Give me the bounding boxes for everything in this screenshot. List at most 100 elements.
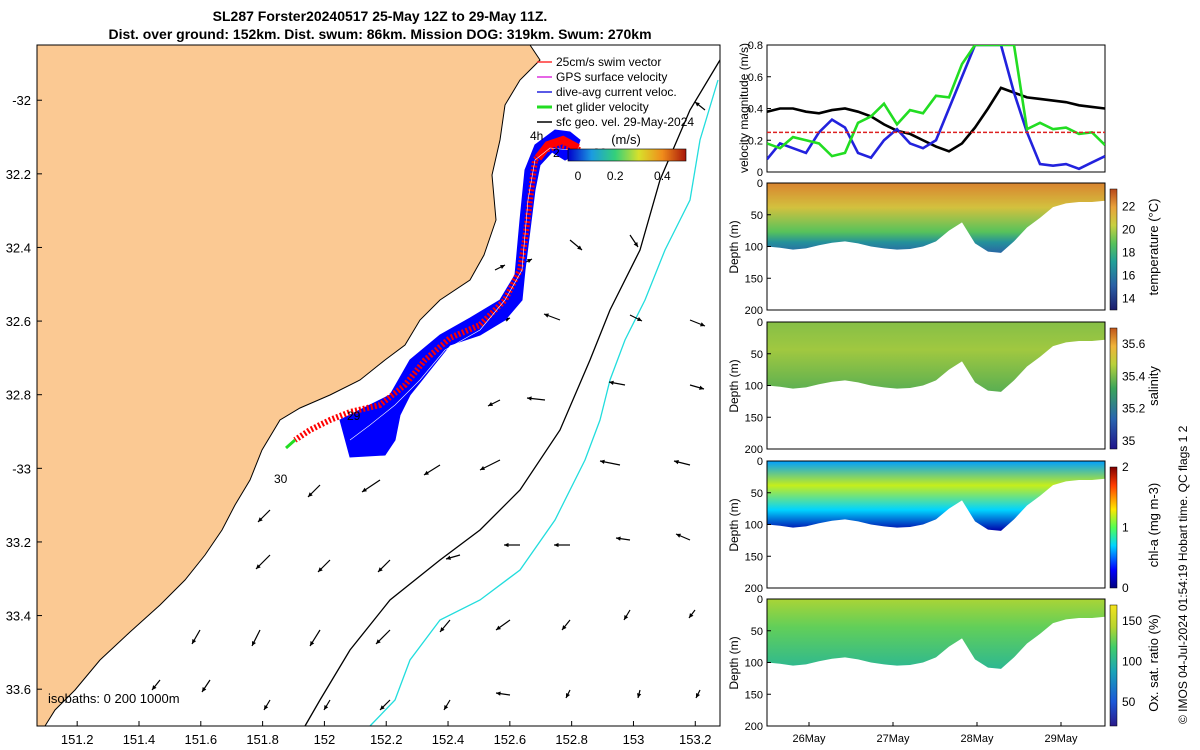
depth-axis-label: Depth (m) (727, 636, 741, 689)
sfc-velocity-arrowhead (700, 322, 705, 327)
sfc-velocity-arrowhead (566, 693, 570, 698)
isobath-1000m (369, 79, 719, 727)
time-tick-label: 28May (960, 733, 994, 745)
sfc-velocity-arrowhead (676, 533, 681, 538)
map-y-tick-label: 32.6 (6, 314, 31, 329)
sfc-velocity-arrowhead (577, 245, 582, 250)
map-y-tick-label: 32.2 (6, 167, 31, 182)
colorbar-tick-label: 0 (1122, 581, 1129, 595)
depth-tick-label: 200 (745, 305, 763, 317)
sfc-velocity-arrowhead (689, 613, 694, 618)
sfc-velocity-arrowhead (496, 691, 501, 696)
legend-entry: 25cm/s swim vector (556, 55, 661, 69)
map-frame (36, 44, 721, 727)
sfc-velocity-arrowhead (500, 265, 505, 269)
depth-tick-label: 200 (745, 583, 763, 595)
depth-tick-label: 100 (745, 242, 763, 254)
map-y-tick-label: -32 (12, 93, 31, 108)
sfc-velocity-arrowhead (609, 380, 614, 385)
depth-tick-label: 50 (751, 210, 763, 222)
sfc-velocity-arrowhead (496, 625, 501, 630)
sfc-velocity-arrowhead (380, 705, 385, 710)
sfc-velocity-arrowhead (554, 542, 559, 548)
track-label-30: 30 (274, 472, 288, 486)
sfc-velocity-arrowhead (256, 564, 261, 569)
sfc-velocity-arrowhead (527, 396, 532, 401)
colorbar-tick-label: 20 (1122, 222, 1136, 236)
depth-tick-label: 150 (745, 689, 763, 701)
depth-tick-label: 100 (745, 520, 763, 532)
section-colorbar (1109, 466, 1118, 589)
colorbar-tick-label: 18 (1122, 245, 1136, 259)
time-tick-label: 26May (792, 733, 826, 745)
sfc-velocity-arrowhead (562, 625, 567, 630)
land-mass (36, 44, 541, 727)
map-x-tick-label: 152 (314, 732, 336, 747)
depth-tick-label: 0 (757, 317, 763, 329)
sfc-velocity-arrowhead (624, 615, 629, 620)
sfc-velocity-arrowhead (616, 536, 621, 541)
sfc-velocity-arrowhead (446, 555, 451, 560)
sfc-velocity-arrowhead (258, 517, 263, 522)
sfc-velocity-arrowhead (252, 641, 256, 646)
section-colorbar (1109, 188, 1118, 311)
legend-entry: sfc geo. vel. 29-May-2024 (556, 115, 694, 129)
map-x-tick-label: 152.8 (555, 732, 588, 747)
sfc-velocity-arrowhead (318, 567, 323, 572)
section-panel: 0 50 100 150 200 Depth (m) 50 100 150 Ox. sat. ra… (727, 594, 1161, 745)
section-profile (767, 599, 1105, 669)
map-x-tick-label: 152.4 (432, 732, 465, 747)
sfc-velocity-arrowhead (600, 459, 605, 465)
sfc-velocity-arrowhead (324, 705, 329, 710)
map-x-tick-label: 151.2 (61, 732, 94, 747)
sfc-velocity-arrowhead (202, 687, 207, 692)
isobaths-label: isobaths: 0 200 1000m (48, 691, 180, 706)
sfc-velocity-arrowhead (527, 259, 532, 263)
colorbar-tick-label: 35.4 (1122, 369, 1146, 383)
section-panel: 0 50 100 150 200 Depth (m) 0 1 2 chl-a (mg m-3) (727, 456, 1161, 595)
sfc-velocity-arrowhead (376, 639, 381, 644)
velocity-series-line (767, 45, 1105, 171)
colorbar-tick-label: 0.2 (607, 169, 624, 183)
colorbar-label: temperature (°C) (1146, 199, 1161, 296)
sfc-velocity-arrowhead (636, 693, 642, 698)
track-label-2: 2 (553, 146, 560, 160)
map-x-tick-label: 151.8 (246, 732, 279, 747)
sfc-velocity-arrowhead (444, 705, 449, 710)
velocity-y-tick-label: 0.2 (748, 135, 763, 147)
map-y-tick-label: 32.4 (6, 240, 31, 255)
map-x-tick-label: 153.2 (679, 732, 712, 747)
depth-tick-label: 0 (757, 456, 763, 468)
legend-entry: dive-avg current veloc. (556, 85, 677, 99)
legend-entry: net glider velocity (556, 100, 649, 114)
colorbar-tick-label: 14 (1122, 291, 1136, 305)
velocity-series-line (767, 86, 1105, 153)
chart-title: SL287 Forster20240517 25-May 12Z to 29-M… (212, 8, 548, 24)
track-label-4h: 4h (530, 129, 543, 143)
depth-tick-label: 150 (745, 412, 763, 424)
depth-tick-label: 0 (757, 594, 763, 606)
time-tick-label: 29May (1044, 733, 1078, 745)
sfc-velocity-arrowhead (440, 627, 445, 632)
colorbar-tick-label: 1 (1122, 521, 1129, 535)
sfc-velocity-arrowhead (362, 487, 367, 492)
depth-tick-label: 200 (745, 721, 763, 733)
velocity-ylabel: velocity magnitude (m/s) (737, 43, 751, 173)
speed-colorbar (567, 148, 687, 162)
colorbar-tick-label: 35.6 (1122, 337, 1146, 351)
swim-vector-head (534, 135, 580, 161)
map-x-tick-label: 153 (623, 732, 645, 747)
sfc-velocity-arrowhead (378, 567, 383, 572)
time-tick-label: 27May (876, 733, 910, 745)
map-y-tick-label: 33.4 (6, 609, 31, 624)
colorbar-tick-label: 35 (1122, 434, 1136, 448)
depth-tick-label: 50 (751, 626, 763, 638)
depth-tick-label: 150 (745, 551, 763, 563)
glider-track-line (349, 147, 571, 441)
colorbar-label: chl-a (mg m-3) (1146, 483, 1161, 568)
velocity-y-tick-label: 0.6 (748, 72, 763, 84)
depth-tick-label: 50 (751, 349, 763, 361)
sfc-velocity-arrowhead (488, 402, 493, 406)
velocity-frame (766, 44, 1106, 173)
